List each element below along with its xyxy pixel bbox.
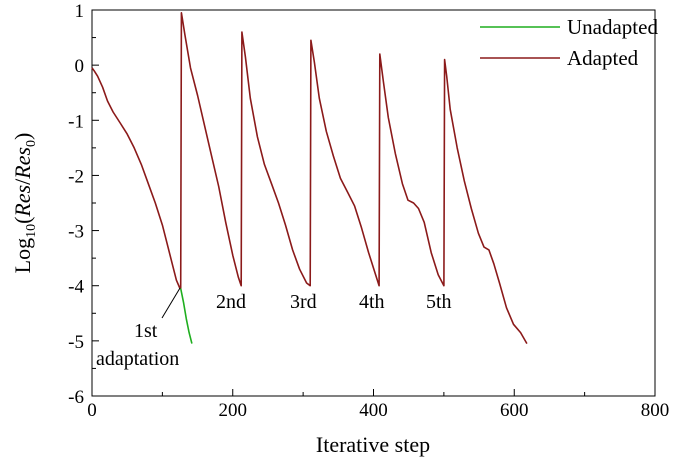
- y-axis-title: Log10(Res/Res0): [10, 133, 39, 274]
- series-line-adapted: [91, 12, 528, 344]
- y-axis-title-numerator: Res: [10, 185, 35, 218]
- y-axis-title-log: Log: [10, 238, 35, 273]
- y-axis-title-open-paren: (: [10, 217, 35, 224]
- y-axis-ticks: 1 0 -1 -2 -3 -4 -5 -6: [68, 1, 99, 408]
- y-tick-label: -6: [68, 387, 84, 408]
- y-tick-label: -5: [68, 332, 84, 353]
- annotation-3rd: 3rd: [290, 291, 317, 313]
- y-tick-label: -3: [68, 222, 84, 243]
- y-axis-title-slash: /: [10, 178, 35, 185]
- annotation-5th: 5th: [426, 291, 452, 313]
- y-axis-title-denominator: Res: [10, 147, 35, 180]
- y-axis-title-denominator-subscript: 0: [24, 140, 39, 147]
- x-axis-ticks: 0 200 400 600 800: [87, 389, 669, 421]
- y-axis-title-log-subscript: 10: [24, 224, 39, 238]
- annotations: 1st adaptation 2nd 3rd 4th 5th: [96, 287, 452, 370]
- legend: Unadapted Adapted: [480, 15, 658, 70]
- x-tick-label: 200: [219, 400, 248, 421]
- y-tick-label: 1: [75, 1, 85, 22]
- annotation-1st-line2: adaptation: [96, 348, 179, 370]
- y-tick-label: -2: [68, 166, 84, 187]
- y-tick-label: -4: [68, 277, 84, 298]
- x-tick-label: 0: [87, 400, 97, 421]
- legend-label-unadapted: Unadapted: [567, 15, 658, 39]
- annotation-1st-pointer: [161, 287, 181, 319]
- y-axis-title-close-paren: ): [10, 133, 35, 140]
- legend-label-adapted: Adapted: [567, 46, 639, 70]
- x-tick-label: 600: [500, 400, 529, 421]
- annotation-1st-line1: 1st: [134, 320, 158, 342]
- x-tick-label: 400: [359, 400, 388, 421]
- annotation-4th: 4th: [359, 291, 385, 313]
- x-axis-title: Iterative step: [316, 432, 430, 457]
- y-tick-label: 0: [75, 56, 85, 77]
- y-tick-label: -1: [68, 111, 84, 132]
- annotation-2nd: 2nd: [216, 291, 246, 313]
- series-line-unadapted: [179, 288, 193, 344]
- x-tick-label: 800: [641, 400, 670, 421]
